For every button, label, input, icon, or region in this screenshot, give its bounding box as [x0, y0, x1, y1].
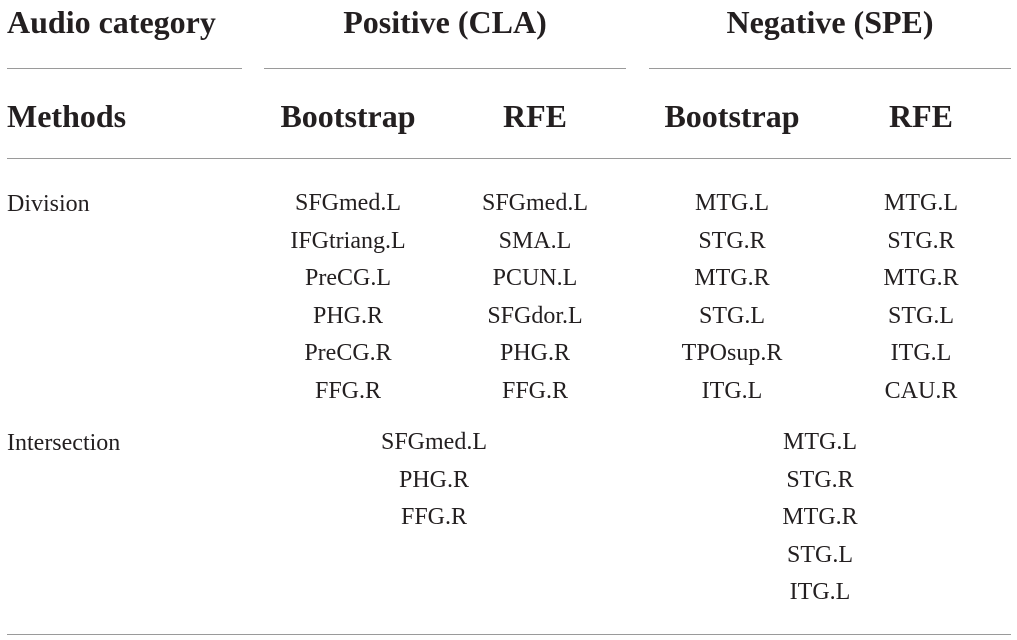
list-item: PHG.R: [499, 340, 571, 366]
header-audio-category: Audio category: [7, 4, 216, 40]
positive-group-underline: [264, 68, 626, 69]
list-item: MTG.R: [694, 265, 770, 291]
division-pos-bootstrap-cell: SFGmed.L IFGtriang.L PreCG.L PHG.R PreCG…: [258, 185, 438, 410]
list-item: STG.R: [698, 227, 766, 254]
list-item: SFGmed.L: [294, 190, 401, 216]
list-item: STG.R: [887, 227, 955, 254]
intersection-negative-cell: MTG.L STG.R MTG.R STG.L ITG.L: [720, 424, 920, 612]
list-item: MTG.R: [782, 504, 858, 530]
list-item: MTG.L: [884, 190, 958, 216]
header-pos-bootstrap: Bootstrap: [280, 98, 416, 134]
list-item: PreCG.L: [305, 265, 391, 291]
header-negative-spe: Negative (SPE): [726, 4, 934, 40]
row-label-division: Division: [7, 191, 90, 217]
list-item: PHG.R: [398, 466, 470, 493]
division-neg-bootstrap-cell: MTG.L STG.R MTG.R STG.L TPOsup.R ITG.L: [642, 185, 822, 410]
list-item: SFGdor.L: [487, 302, 583, 329]
list-item: SFGmed.L: [380, 429, 487, 455]
list-item: SFGmed.L: [481, 190, 588, 216]
row-label-intersection: Intersection: [7, 430, 121, 456]
list-item: STG.L: [699, 302, 765, 329]
header-methods: Methods: [7, 98, 127, 134]
division-pos-rfe-cell: SFGmed.L SMA.L PCUN.L SFGdor.L PHG.R FFG…: [440, 185, 630, 410]
header-neg-rfe: RFE: [889, 98, 953, 134]
division-neg-rfe-cell: MTG.L STG.R MTG.R STG.L ITG.L CAU.R: [826, 185, 1016, 410]
list-item: MTG.L: [695, 190, 769, 216]
list-item: FFG.R: [314, 377, 382, 404]
list-item: MTG.R: [883, 265, 959, 291]
list-item: FFG.R: [501, 377, 569, 404]
list-item: STG.L: [787, 541, 853, 568]
list-item: FFG.R: [400, 504, 468, 530]
list-item: STG.L: [888, 302, 954, 329]
list-item: ITG.L: [789, 579, 851, 605]
list-item: CAU.R: [884, 377, 958, 404]
negative-group-underline: [649, 68, 1011, 69]
list-item: IFGtriang.L: [290, 227, 406, 254]
header-positive-cla: Positive (CLA): [343, 4, 547, 40]
category-underline: [7, 68, 242, 69]
header-pos-rfe: RFE: [503, 98, 567, 134]
header-bottom-rule: [7, 158, 1011, 159]
table-bottom-rule: [7, 634, 1011, 635]
header-neg-bootstrap: Bootstrap: [664, 98, 800, 134]
list-item: TPOsup.R: [681, 340, 783, 366]
intersection-positive-cell: SFGmed.L PHG.R FFG.R: [334, 424, 534, 537]
list-item: ITG.L: [701, 377, 763, 404]
list-item: STG.R: [786, 466, 854, 493]
list-item: PreCG.R: [304, 340, 392, 366]
list-item: SMA.L: [498, 227, 572, 254]
list-item: MTG.L: [783, 429, 857, 455]
list-item: PCUN.L: [492, 265, 578, 291]
list-item: ITG.L: [890, 340, 952, 366]
list-item: PHG.R: [312, 302, 384, 329]
